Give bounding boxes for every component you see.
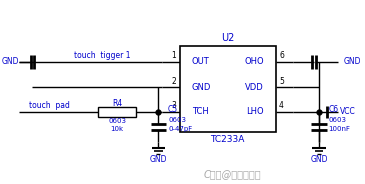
Text: 2: 2	[172, 77, 176, 86]
Text: R4: R4	[112, 98, 122, 107]
Text: OUT: OUT	[192, 57, 210, 66]
Text: 3: 3	[171, 102, 176, 111]
Text: VDD: VDD	[245, 82, 264, 91]
Text: C6: C6	[328, 105, 339, 114]
Text: 0603: 0603	[108, 118, 126, 124]
Text: 0-47pF: 0-47pF	[168, 126, 192, 132]
Text: 5: 5	[279, 77, 284, 86]
Bar	[180, 46, 276, 132]
Text: C触摸@长征的队伍: C触摸@长征的队伍	[204, 169, 261, 179]
Text: 10k: 10k	[111, 126, 124, 132]
Text: C5: C5	[168, 105, 178, 114]
Text: touch  pad: touch pad	[29, 100, 70, 109]
Text: 0603: 0603	[328, 117, 347, 123]
Text: VCC: VCC	[340, 107, 356, 116]
Text: 1: 1	[172, 52, 176, 61]
Text: GND: GND	[344, 57, 361, 66]
Text: touch  tigger 1: touch tigger 1	[74, 50, 131, 59]
Text: GND: GND	[1, 57, 19, 66]
Text: LHO: LHO	[246, 107, 264, 116]
Bar	[98, 107, 136, 117]
Text: GND: GND	[191, 82, 210, 91]
Text: U2: U2	[221, 33, 234, 43]
Text: 0603: 0603	[168, 117, 186, 123]
Text: TC233A: TC233A	[211, 135, 245, 144]
Text: 4: 4	[279, 102, 284, 111]
Text: GND: GND	[310, 155, 328, 164]
Text: 6: 6	[279, 52, 284, 61]
Text: OHO: OHO	[245, 57, 264, 66]
Text: 100nF: 100nF	[328, 126, 350, 132]
Text: GND: GND	[150, 155, 167, 164]
Text: TCH: TCH	[192, 107, 209, 116]
